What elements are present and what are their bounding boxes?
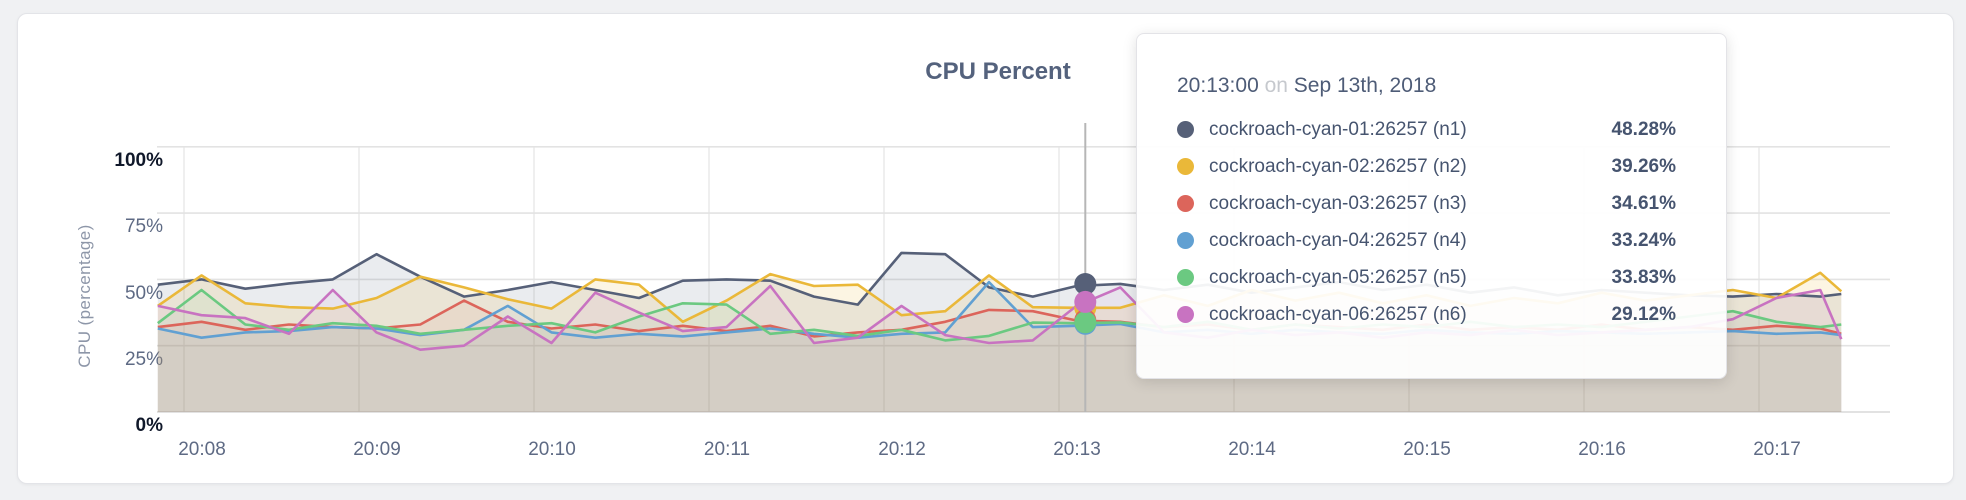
- series-color-dot-n5: [1177, 269, 1194, 286]
- x-tick-2012: 20:12: [878, 439, 926, 460]
- series-color-dot-n6: [1177, 306, 1194, 323]
- tooltip-date: Sep 13th, 2018: [1293, 74, 1437, 97]
- y-tick-25: 25%: [124, 349, 163, 370]
- series-value: 34.61%: [1611, 192, 1676, 214]
- x-tick-2015: 20:15: [1403, 439, 1451, 460]
- y-tick-100: 100%: [114, 150, 163, 171]
- series-label: cockroach-cyan-04:26257 (n4): [1209, 229, 1467, 251]
- tooltip-row-n1: cockroach-cyan-01:26257 (n1) 48.28%: [1177, 111, 1676, 148]
- series-label: cockroach-cyan-05:26257 (n5): [1209, 266, 1467, 288]
- series-label: cockroach-cyan-06:26257 (n6): [1209, 303, 1467, 325]
- x-tick-2017: 20:17: [1753, 439, 1801, 460]
- series-value: 33.24%: [1611, 229, 1676, 251]
- series-value: 39.26%: [1611, 155, 1676, 177]
- tooltip-row-n5: cockroach-cyan-05:26257 (n5) 33.83%: [1177, 259, 1676, 296]
- x-tick-2008: 20:08: [178, 439, 226, 460]
- series-color-dot-n4: [1177, 232, 1194, 249]
- series-label: cockroach-cyan-03:26257 (n3): [1209, 192, 1467, 214]
- x-tick-2014: 20:14: [1228, 439, 1276, 460]
- tooltip-time: 20:13:00: [1177, 74, 1259, 97]
- series-color-dot-n1: [1177, 121, 1194, 138]
- x-tick-2016: 20:16: [1578, 439, 1626, 460]
- series-value: 33.83%: [1611, 266, 1676, 288]
- series-color-dot-n3: [1177, 195, 1194, 212]
- series-color-dot-n2: [1177, 158, 1194, 175]
- tooltip-row-n2: cockroach-cyan-02:26257 (n2) 39.26%: [1177, 148, 1676, 185]
- y-tick-75: 75%: [124, 216, 163, 237]
- y-tick-0: 0%: [135, 415, 163, 436]
- series-value: 48.28%: [1611, 118, 1676, 140]
- y-tick-50: 50%: [124, 283, 163, 304]
- x-tick-2013: 20:13: [1053, 439, 1101, 460]
- series-label: cockroach-cyan-01:26257 (n1): [1209, 118, 1467, 140]
- x-tick-2010: 20:10: [528, 439, 576, 460]
- tooltip-row-n3: cockroach-cyan-03:26257 (n3) 34.61%: [1177, 185, 1676, 222]
- series-label: cockroach-cyan-02:26257 (n2): [1209, 155, 1467, 177]
- hover-tooltip: 20:13:00 on Sep 13th, 2018 cockroach-cya…: [1136, 33, 1727, 379]
- tooltip-timestamp: 20:13:00 on Sep 13th, 2018: [1177, 74, 1676, 98]
- tooltip-conjunction: on: [1264, 74, 1288, 97]
- series-value: 29.12%: [1611, 303, 1676, 325]
- x-tick-2011: 20:11: [703, 439, 751, 460]
- x-tick-2009: 20:09: [353, 439, 401, 460]
- tooltip-row-n4: cockroach-cyan-04:26257 (n4) 33.24%: [1177, 222, 1676, 259]
- chart-title: CPU Percent: [925, 58, 1071, 85]
- tooltip-row-n6: cockroach-cyan-06:26257 (n6) 29.12%: [1177, 296, 1676, 333]
